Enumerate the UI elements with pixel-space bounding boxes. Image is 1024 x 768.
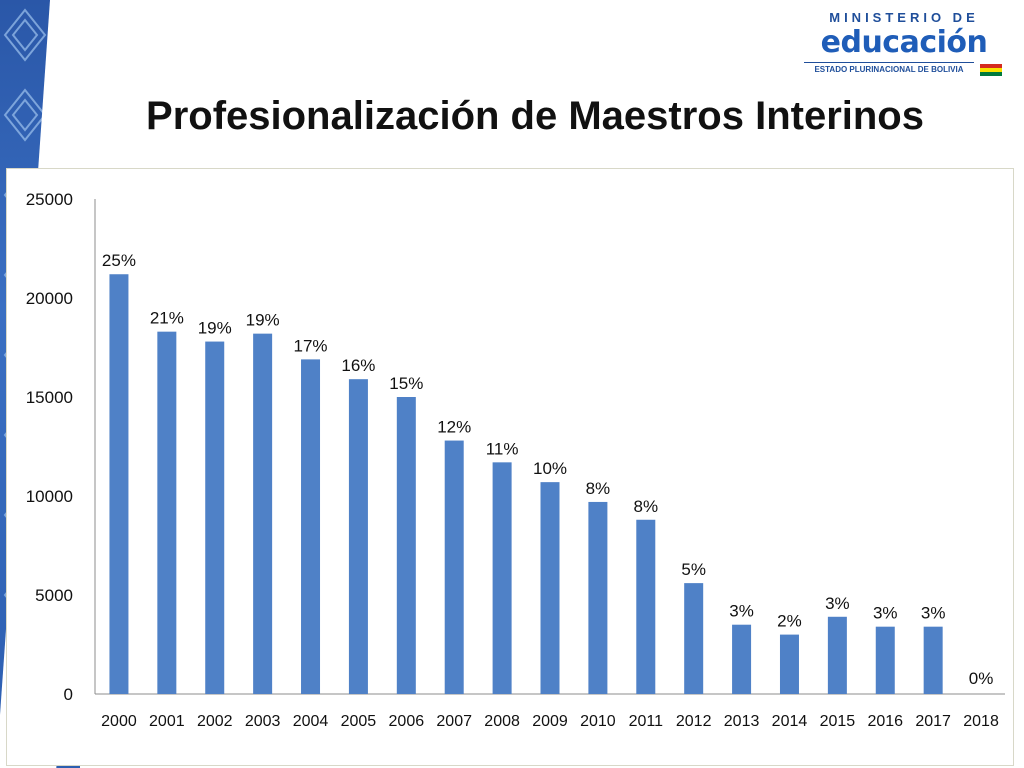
bar: [396, 397, 416, 694]
bar: [875, 626, 895, 694]
data-label: 3%: [873, 604, 898, 623]
x-tick-label: 2011: [629, 713, 664, 730]
data-label: 11%: [486, 439, 519, 458]
x-tick-label: 2004: [293, 713, 329, 730]
data-label: 21%: [150, 309, 184, 328]
data-label: 16%: [341, 356, 375, 375]
data-label: 17%: [294, 336, 328, 355]
x-tick-label: 2007: [436, 713, 472, 730]
x-tick-label: 2018: [963, 713, 999, 730]
data-label: 5%: [681, 560, 706, 579]
page-title: Profesionalización de Maestros Interinos: [146, 94, 924, 138]
logo-sub-text: ESTADO PLURINACIONAL DE BOLIVIA: [804, 62, 974, 74]
data-label: 19%: [246, 311, 280, 330]
x-tick-label: 2002: [197, 713, 233, 730]
bar: [348, 379, 368, 694]
data-label: 0%: [969, 669, 994, 688]
bar: [779, 634, 799, 694]
data-label: 19%: [198, 319, 232, 338]
ministry-logo: MINISTERIO DE educación ESTADO PLURINACI…: [804, 10, 1004, 76]
x-tick-label: 2017: [915, 713, 951, 730]
y-tick-label: 20000: [26, 289, 73, 308]
bar: [923, 626, 943, 694]
x-tick-label: 2005: [341, 713, 377, 730]
bar: [301, 359, 321, 694]
bar: [253, 333, 273, 694]
data-label: 15%: [389, 374, 423, 393]
y-tick-label: 15000: [26, 388, 73, 407]
data-label: 12%: [437, 418, 471, 437]
logo-top-text: MINISTERIO DE: [829, 10, 979, 25]
data-label: 8%: [586, 479, 611, 498]
x-tick-label: 2013: [724, 713, 760, 730]
bar: [827, 616, 847, 694]
x-tick-label: 2003: [245, 713, 281, 730]
x-tick-label: 2016: [867, 713, 903, 730]
bar: [205, 341, 225, 694]
x-tick-label: 2010: [580, 713, 616, 730]
data-label: 10%: [533, 459, 567, 478]
bar: [636, 519, 656, 694]
x-tick-label: 2008: [484, 713, 520, 730]
logo-main-text: educación: [820, 25, 988, 60]
y-tick-label: 0: [64, 685, 73, 704]
x-tick-label: 2000: [101, 713, 137, 730]
data-label: 3%: [921, 604, 946, 623]
x-tick-label: 2001: [149, 713, 185, 730]
bar: [588, 501, 608, 694]
bar: [109, 274, 129, 694]
x-tick-label: 2006: [389, 713, 425, 730]
data-label: 3%: [825, 594, 850, 613]
y-tick-label: 5000: [35, 586, 73, 605]
x-tick-label: 2015: [820, 713, 856, 730]
x-tick-label: 2014: [772, 713, 808, 730]
bar: [684, 583, 704, 694]
bar: [157, 331, 177, 694]
bolivia-flag-icon: [980, 64, 1002, 76]
bar: [444, 440, 464, 694]
chart-frame: 0 5000 10000 15000 20000 25000 25% 2000 21% 2001 1…: [6, 168, 1014, 766]
data-label: 3%: [729, 602, 754, 621]
data-label: 2%: [777, 612, 802, 631]
bar-chart: 0 5000 10000 15000 20000 25000 25% 2000 21% 2001 1…: [26, 190, 1005, 730]
bar: [540, 482, 560, 694]
x-tick-label: 2009: [532, 713, 568, 730]
y-tick-label: 25000: [26, 190, 73, 209]
x-tick-label: 2012: [676, 713, 712, 730]
data-label: 25%: [102, 251, 136, 270]
y-tick-label: 10000: [26, 487, 73, 506]
bar: [732, 624, 752, 694]
bar: [492, 462, 512, 694]
data-label: 8%: [634, 497, 659, 516]
